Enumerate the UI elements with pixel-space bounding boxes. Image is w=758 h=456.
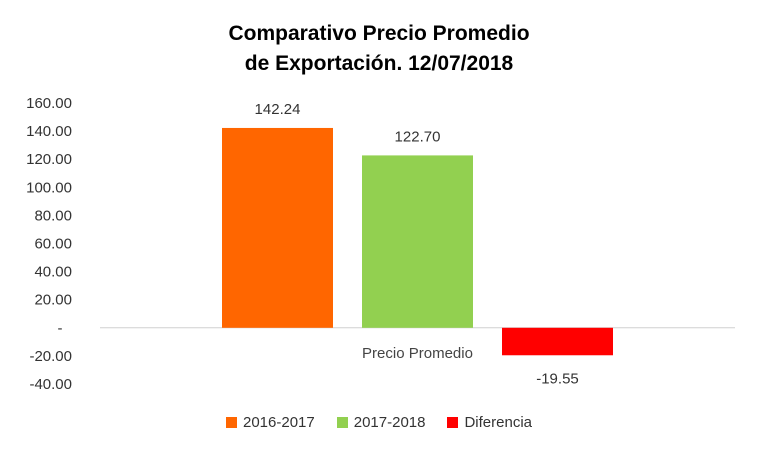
legend-swatch xyxy=(336,417,348,428)
y-tick-label: 20.00 xyxy=(34,292,72,309)
data-label: -19.55 xyxy=(536,370,579,387)
bar-2017-2018 xyxy=(362,155,473,328)
legend-item: Diferencia xyxy=(447,414,532,431)
y-tick-label: - xyxy=(58,320,63,337)
y-tick-label: 80.00 xyxy=(34,207,72,224)
legend-swatch xyxy=(226,417,237,428)
category-label: Precio Promedio xyxy=(362,345,473,362)
y-tick-label: 100.00 xyxy=(26,179,72,196)
legend-item: 2017-2018 xyxy=(336,414,426,431)
y-tick-label: 60.00 xyxy=(34,236,72,253)
y-tick-label: 140.00 xyxy=(26,123,72,140)
legend-item: 2016-2017 xyxy=(226,414,315,431)
legend-swatch xyxy=(447,417,459,428)
y-tick-label: -40.00 xyxy=(29,376,72,393)
y-tick-label: 40.00 xyxy=(34,264,72,281)
y-tick-label: -20.00 xyxy=(29,348,72,365)
y-tick-label: 160.00 xyxy=(26,95,72,112)
y-tick-label: 120.00 xyxy=(26,151,72,168)
bar-2016-2017 xyxy=(222,127,333,328)
legend: 2016-2017 2017-2018 Diferencia xyxy=(0,414,758,431)
data-label: 122.70 xyxy=(395,128,441,145)
data-label: 142.24 xyxy=(255,101,301,118)
chart-subtitle: de Exportación. 12/07/2018 xyxy=(244,52,514,75)
bar-diferencia xyxy=(502,327,613,356)
legend-label: 2016-2017 xyxy=(243,414,315,431)
chart-title: Comparativo Precio Promedio xyxy=(228,22,530,45)
legend-label: Diferencia xyxy=(464,414,532,431)
legend-label: 2017-2018 xyxy=(353,414,426,431)
